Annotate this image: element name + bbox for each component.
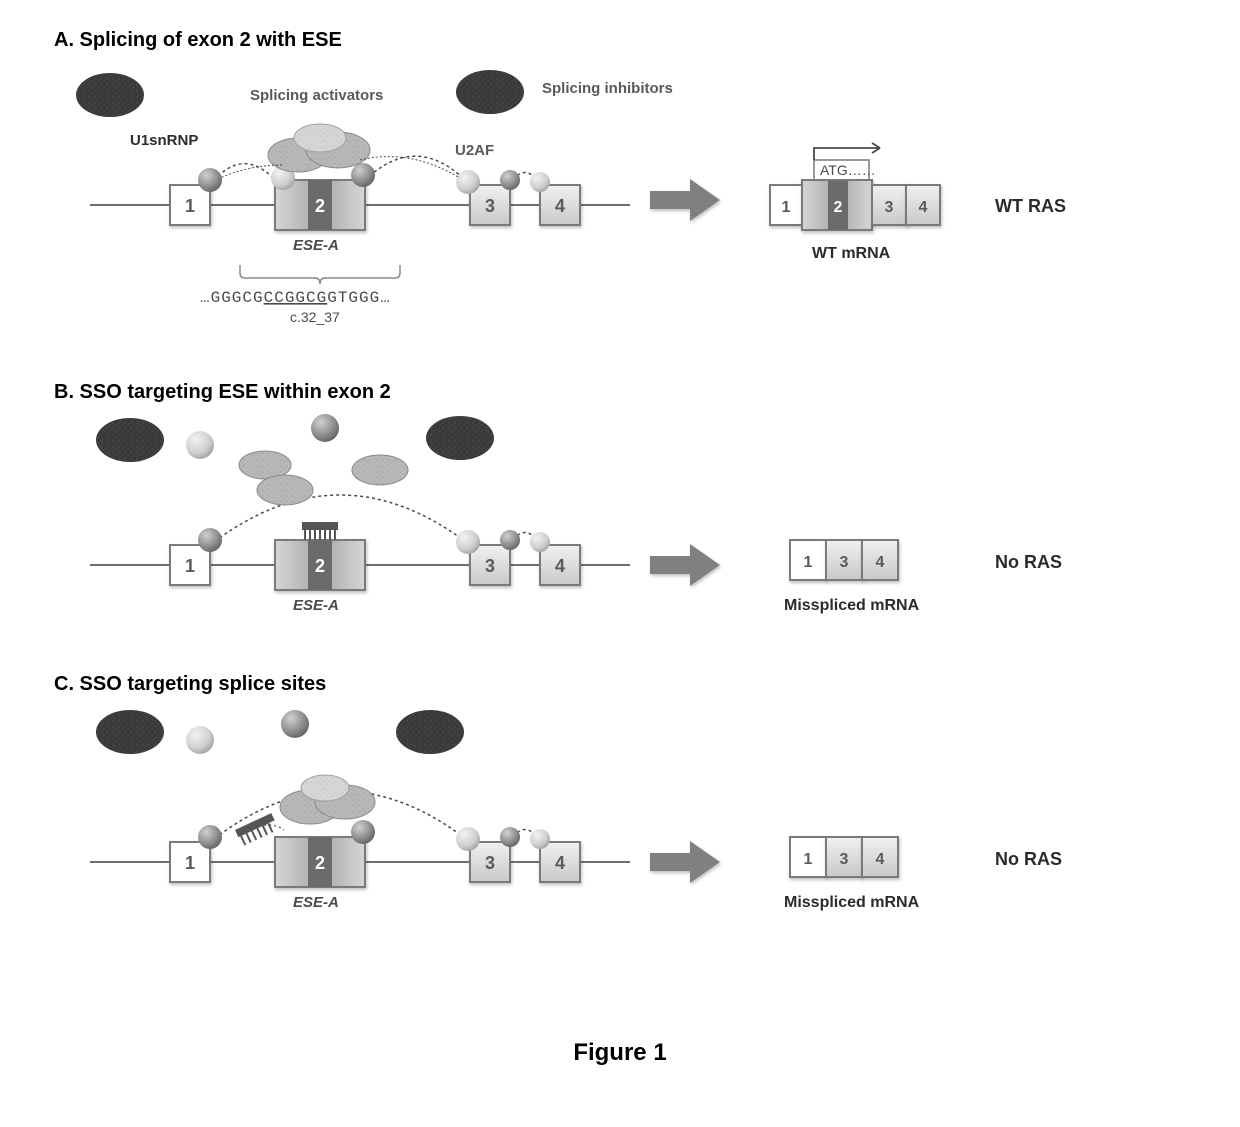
svg-text:4: 4 xyxy=(555,196,565,216)
panel-c-title: C. SSO targeting splice sites xyxy=(54,673,326,695)
panel-c-group: 1 2 3 4 xyxy=(90,710,1062,911)
arrow-icon xyxy=(650,544,720,586)
exon-4: 4 xyxy=(540,185,580,225)
inhibitors-label: Splicing inhibitors xyxy=(542,80,673,97)
inhibitor-oval xyxy=(456,70,524,114)
ese-label: ESE-A xyxy=(293,237,339,254)
svg-text:WT mRNA: WT mRNA xyxy=(812,245,891,262)
svg-text:1: 1 xyxy=(185,196,195,216)
arrow-icon xyxy=(650,179,720,221)
svg-text:4: 4 xyxy=(919,199,928,216)
no-ras-label: No RAS xyxy=(995,552,1062,572)
coord-label: c.32_37 xyxy=(290,309,340,325)
sphere-right-of-exon2 xyxy=(351,163,375,187)
panel-b-title: B. SSO targeting ESE within exon 2 xyxy=(54,381,391,403)
exon-1: 1 xyxy=(170,185,210,225)
activator-oval xyxy=(294,124,346,152)
misspliced-mrna-group: 1 3 4 Misspliced mRNA xyxy=(784,540,920,614)
sso-comb-icon xyxy=(302,522,338,540)
misspliced-mrna-group: 1 3 4 Misspliced mRNA xyxy=(784,837,920,911)
svg-text:3: 3 xyxy=(885,199,894,216)
sso-comb-icon xyxy=(235,813,279,846)
wt-ras-label: WT RAS xyxy=(995,196,1066,216)
svg-text:1: 1 xyxy=(804,554,813,571)
panel-a-group: 1 2 3 4 xyxy=(76,70,1066,325)
figure-svg: A. Splicing of exon 2 with ESE 1 2 3 4 xyxy=(0,0,1240,1122)
svg-text:1: 1 xyxy=(185,853,195,873)
svg-text:4: 4 xyxy=(555,853,565,873)
no-ras-label: No RAS xyxy=(995,849,1062,869)
inhibitor-oval xyxy=(76,73,144,117)
svg-text:4: 4 xyxy=(555,556,565,576)
ese-label: ESE-A xyxy=(293,597,339,614)
svg-text:4: 4 xyxy=(876,554,885,571)
svg-text:1: 1 xyxy=(185,556,195,576)
svg-text:…GGGCGCCGGCGGTGGG…: …GGGCGCCGGCGGTGGG… xyxy=(200,289,391,307)
svg-text:2: 2 xyxy=(315,196,325,216)
arrow-icon xyxy=(650,841,720,883)
svg-text:ATG……: ATG…… xyxy=(820,162,876,178)
svg-text:1: 1 xyxy=(804,851,813,868)
figure-caption: Figure 1 xyxy=(573,1039,666,1066)
svg-text:4: 4 xyxy=(876,851,885,868)
u1-sphere-left xyxy=(198,168,222,192)
activators-label: Splicing activators xyxy=(250,87,383,104)
svg-text:Misspliced mRNA: Misspliced mRNA xyxy=(784,894,920,911)
svg-text:3: 3 xyxy=(485,196,495,216)
u2af-sphere xyxy=(456,170,480,194)
sequence-text: …GGGCGCCGGCGGTGGG… xyxy=(200,289,391,307)
svg-text:3: 3 xyxy=(840,851,849,868)
panel-b-group: 1 2 3 4 xyxy=(90,414,1062,614)
svg-text:1: 1 xyxy=(782,199,791,216)
svg-text:3: 3 xyxy=(840,554,849,571)
svg-text:3: 3 xyxy=(485,853,495,873)
panel-a-title: A. Splicing of exon 2 with ESE xyxy=(54,29,342,51)
svg-text:2: 2 xyxy=(315,556,325,576)
svg-text:2: 2 xyxy=(834,199,843,216)
svg-text:Misspliced mRNA: Misspliced mRNA xyxy=(784,597,920,614)
exon-3: 3 xyxy=(470,185,510,225)
svg-text:3: 3 xyxy=(485,556,495,576)
svg-text:2: 2 xyxy=(315,853,325,873)
ese-label: ESE-A xyxy=(293,894,339,911)
u2af-label: U2AF xyxy=(455,142,494,159)
wt-mrna-group: 1 2 3 4 ATG…… WT mRNA xyxy=(770,143,940,262)
u1-label: U1snRNP xyxy=(130,132,198,149)
